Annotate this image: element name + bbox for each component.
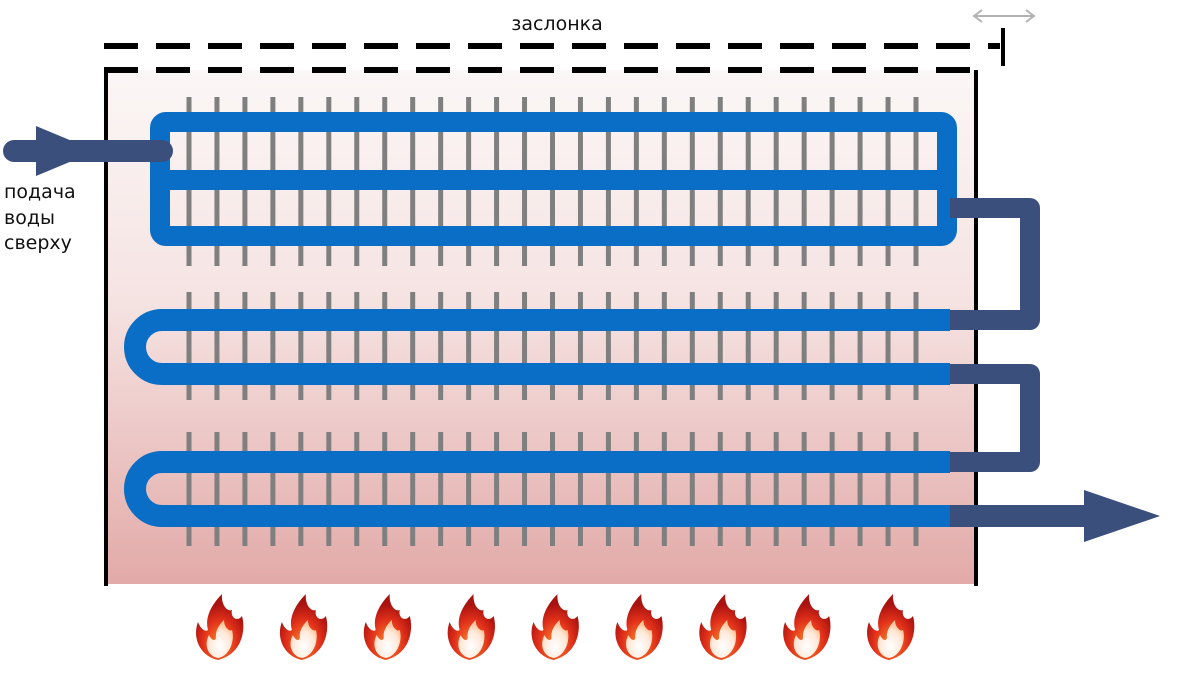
damper[interactable]: [104, 43, 1000, 73]
damper-label: заслонка: [511, 13, 603, 35]
inlet-label-line-2: воды: [4, 206, 55, 229]
flame-icon: [783, 594, 831, 660]
connectors: [950, 198, 1040, 472]
double-arrow-icon: [972, 9, 1036, 23]
inlet-label-line-1: подача: [4, 181, 76, 203]
inlet-arrow-icon: [3, 126, 173, 176]
bottom-coil: [124, 451, 950, 527]
flame-icon: [531, 594, 579, 660]
water-inlet-label: подача воды сверху: [4, 180, 94, 257]
burner-flames: [196, 594, 915, 660]
middle-coil: [124, 309, 950, 385]
flame-icon: [699, 594, 747, 660]
pipes: [124, 112, 957, 527]
flame-icon: [867, 594, 915, 660]
flame-icon: [279, 594, 328, 660]
flame-icon: [363, 594, 412, 660]
flame-icon: [196, 594, 244, 660]
connector-middle-to-bottom: [950, 364, 1040, 472]
outlet-arrow-icon: [950, 490, 1160, 542]
flame-icon: [447, 594, 495, 660]
connector-top-to-middle: [950, 198, 1040, 330]
flame-icon: [615, 594, 663, 660]
inlet-label-line-3: сверху: [4, 232, 72, 255]
